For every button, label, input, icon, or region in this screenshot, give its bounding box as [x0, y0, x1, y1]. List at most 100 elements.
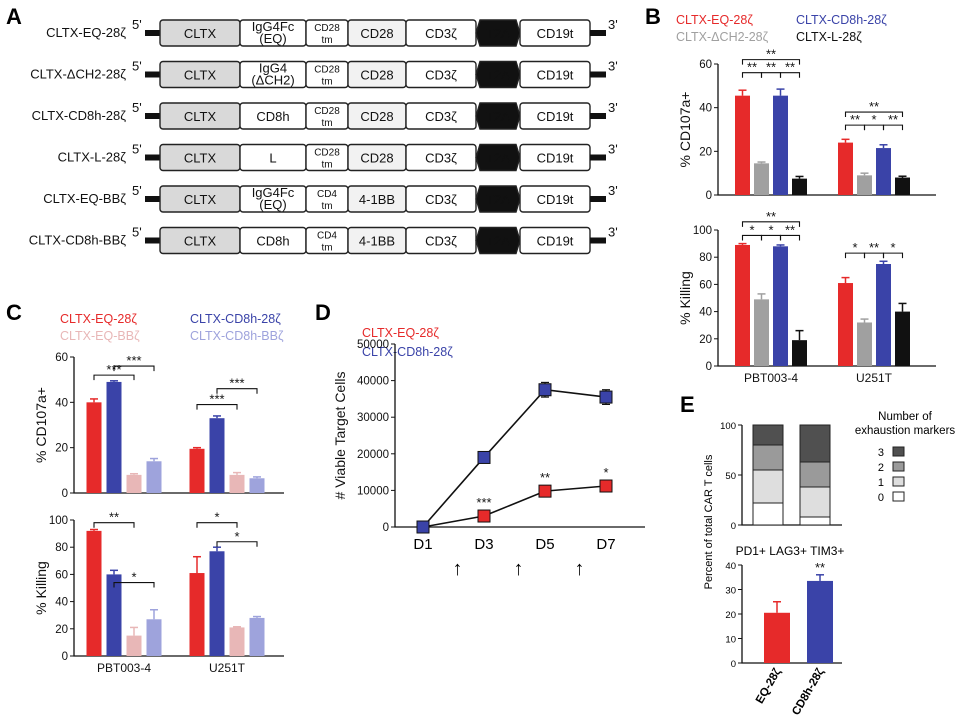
legend-swatch-2	[892, 461, 905, 472]
y-axis-label: % CD107a+	[677, 92, 693, 168]
data-point-cltx-eq-28-1	[477, 509, 491, 523]
legend-entry-cltx-eq-bb: CLTX-EQ-BBζ	[60, 329, 140, 343]
axis-lines	[73, 357, 284, 494]
y-tick-label: 60	[699, 59, 712, 71]
y-tick-label: 50	[725, 471, 736, 482]
significance-bracket	[779, 72, 801, 78]
data-point-cltx-cd8h-28-3	[599, 390, 613, 404]
panel-c-charts: CLTX-EQ-28ζ CLTX-CD8h-28ζ CLTX-EQ-BBζ CLTX-…	[33, 312, 284, 675]
bar-cltx-ch2-28-0	[754, 299, 769, 366]
y-tick-label: 20	[699, 334, 712, 346]
significance-label: *	[890, 240, 895, 255]
group-label: U251T	[209, 661, 246, 675]
segment-label-line2: (EQ)	[259, 197, 286, 212]
y-tick-label: 0	[706, 361, 712, 373]
bar-cltx-eq-28-1	[838, 283, 853, 366]
group-label: PBT003-4	[97, 661, 151, 675]
segment-label: CLTX	[184, 26, 217, 41]
significance-bracket	[113, 582, 155, 588]
bar-cltx-l-28-1	[895, 311, 910, 366]
significance-bracket	[844, 111, 904, 118]
significance-label: *	[749, 222, 754, 237]
segment-label-line2: tm	[321, 35, 332, 46]
panel-d-label: D	[315, 300, 331, 325]
five-prime-label: 5'	[132, 225, 142, 240]
panel-a-label: A	[6, 4, 22, 29]
x-tick-label-eq-28: EQ-28ζ	[754, 666, 784, 706]
y-tick-label: 0	[731, 521, 736, 532]
segment-label: IgG4Fc	[252, 19, 295, 34]
segment-label-line2: tm	[321, 160, 332, 171]
bar-cltx-l-28-0	[792, 340, 807, 366]
legend-label-1: 1	[878, 477, 884, 489]
bar-cltx-eq-28-1	[838, 142, 853, 195]
treatment-arrow-0: ↑	[453, 558, 463, 580]
segment-label: IgG4Fc	[252, 185, 295, 200]
y-tick-label: 20	[725, 610, 736, 621]
segment-label: CD3ζ	[425, 68, 457, 83]
legend-entry-cltx-ch2-28: CLTX-ΔCH2-28ζ	[676, 30, 769, 44]
segment-label: T2A	[486, 109, 510, 124]
significance-label: ***	[476, 495, 491, 510]
bar-cltx-ch2-28-1	[857, 175, 872, 195]
bar-cltx-eq-28-0	[86, 402, 102, 493]
bar-cltx-eq-bb-1	[229, 627, 245, 656]
five-prime-label: 5'	[132, 142, 142, 157]
five-prime-label: 5'	[132, 17, 142, 32]
bar-cltx-l-28-1	[895, 177, 910, 195]
segment-label: CD28	[314, 148, 340, 159]
three-prime-label: 3'	[608, 17, 618, 32]
segment-label-line2: (ΔCH2)	[251, 73, 294, 88]
data-point-cltx-eq-28-3	[599, 479, 613, 493]
three-prime-label: 3'	[608, 183, 618, 198]
segment-label: T2A	[486, 68, 510, 83]
legend-swatch-3	[892, 446, 905, 457]
segment-label-line2: tm	[321, 77, 332, 88]
three-prime-label: 3'	[608, 142, 618, 157]
legend-swatch-1	[892, 476, 905, 487]
x-tick-label-d1: D1	[413, 536, 432, 553]
segment-label-line2: tm	[321, 201, 332, 212]
bar-cltx-cd8h-28-0	[773, 95, 788, 195]
y-tick-label: 0	[62, 651, 68, 663]
bar-cltx-cd8h-bb-1	[249, 478, 265, 493]
significance-bracket	[216, 541, 258, 547]
panel-b-charts: CLTX-EQ-28ζ CLTX-CD8h-28ζ CLTX-ΔCH2-28ζ CLT…	[676, 13, 936, 385]
y-tick-label: 10	[725, 635, 736, 646]
segment-label: CD28	[314, 23, 340, 34]
construct-name: CLTX-EQ-BBζ	[43, 191, 126, 206]
significance-label: **	[888, 112, 898, 127]
legend-entry-cltx-eq-28: CLTX-EQ-28ζ	[60, 312, 137, 326]
significance-label: **	[766, 60, 776, 75]
segment-label: CLTX	[184, 234, 217, 249]
series-line-cltx-eq-28	[422, 485, 607, 528]
segment-t2a	[475, 185, 521, 213]
segment-label: 4-1BB	[359, 192, 395, 207]
significance-label: *	[768, 222, 773, 237]
x-tick-label-d7: D7	[596, 536, 615, 553]
significance-label: *	[214, 510, 219, 525]
segment-label: CD3ζ	[425, 26, 457, 41]
legend: CLTX-EQ-28ζ CLTX-CD8h-28ζ CLTX-ΔCH2-28ζ CLT…	[676, 13, 887, 44]
construct-name: CLTX-CD8h-28ζ	[32, 108, 127, 123]
segment-label: CD19t	[537, 234, 574, 249]
segment-label: 4-1BB	[359, 234, 395, 249]
bar-cltx-eq-28-1	[189, 448, 205, 493]
stack-seg-1-0	[752, 469, 784, 504]
y-tick-label: 50000	[357, 339, 389, 351]
significance-label: **	[869, 240, 879, 255]
bar-cd8h-28	[807, 580, 833, 663]
shared-y-axis-label: Percent of total CAR T cells	[703, 454, 715, 589]
panel-e-label: E	[680, 392, 695, 417]
three-prime-label: 3'	[608, 225, 618, 240]
dna-stub-left	[145, 196, 160, 202]
dna-stub-right	[590, 30, 606, 36]
bar-cltx-eq-bb-1	[229, 474, 245, 493]
y-axis-label: % CD107a+	[33, 387, 49, 463]
